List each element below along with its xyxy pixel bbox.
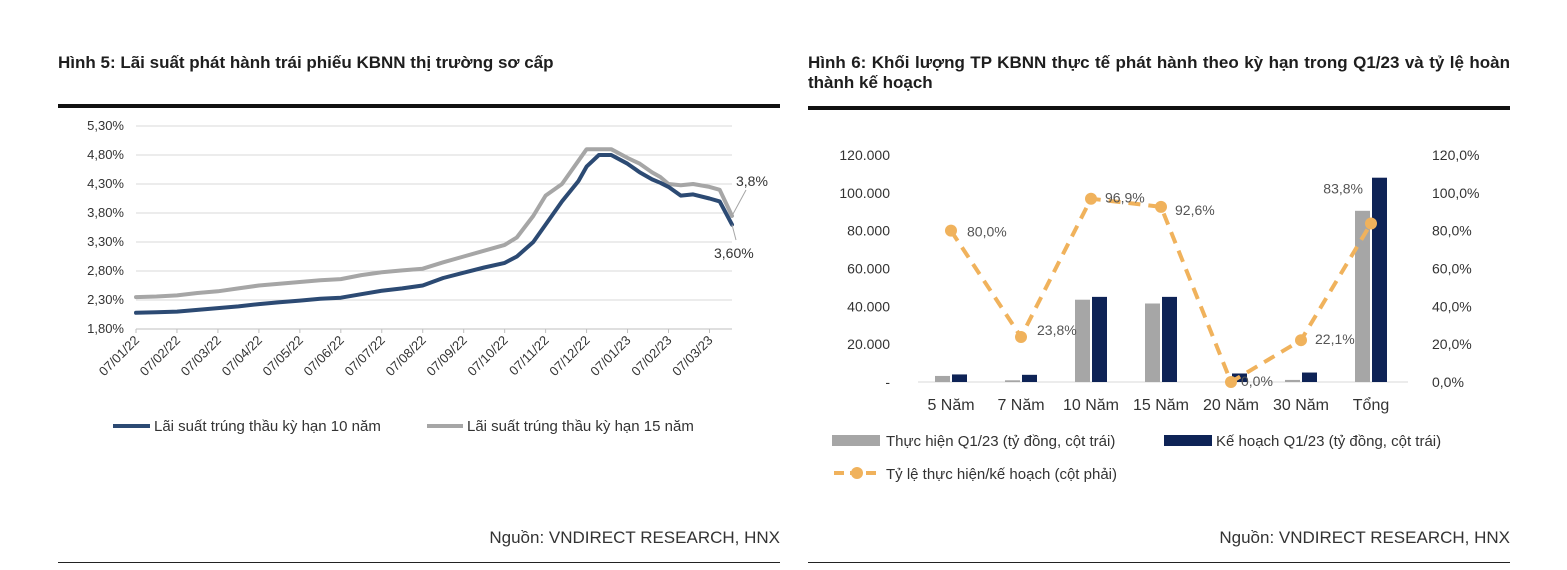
legend-swatch-actual [832,435,880,446]
y-left-tick-label: 100.000 [839,185,890,201]
rate-data-label: 96,9% [1105,190,1145,206]
x-tick-label: 07/10/22 [464,333,510,379]
x-tick-label: 07/03/22 [178,333,224,379]
bar-actual [1145,303,1160,382]
figure6-source: Nguồn: VNDIRECT RESEARCH, HNX [1219,528,1510,547]
x-tick-label: 07/07/22 [342,333,388,379]
legend-swatch-plan [1164,435,1212,446]
legend-label-rate: Tỷ lệ thực hiện/kế hoạch (cột phải) [886,466,1117,483]
x-tick-label: 07/02/22 [137,333,183,379]
bar-actual [1285,379,1300,382]
category-label: 5 Năm [927,397,974,414]
y-tick-label: 4,30% [87,176,124,191]
rate-marker [1085,192,1097,205]
bar-plan [1162,296,1177,382]
legend-label-actual: Thực hiện Q1/23 (tỷ đồng, cột trái) [886,433,1115,450]
bar-plan [1022,374,1037,382]
x-tick-label: 07/06/22 [301,333,347,379]
y-right-tick-label: 0,0% [1432,374,1464,390]
legend-marker-rate [851,467,863,479]
figure6-bottom-rule [808,562,1510,563]
annotation-leader [731,189,747,217]
x-tick-label: 07/04/22 [219,333,265,379]
y-right-tick-label: 60,0% [1432,261,1472,277]
bar-actual [1355,210,1370,382]
x-tick-label: 07/01/22 [96,333,142,379]
figure5-title: Hình 5: Lãi suất phát hành trái phiếu KB… [58,53,554,72]
rate-data-label: 80,0% [967,224,1007,240]
x-tick-label: 07/08/22 [382,333,428,379]
rate-marker [1295,334,1307,347]
bar-plan [1372,177,1387,382]
rate-data-label: 0,0% [1241,373,1273,389]
annotation-leader [731,224,737,241]
category-label: Tổng [1353,396,1389,414]
annotation-label: 3,8% [736,173,768,189]
bar-actual [1005,380,1020,382]
x-tick-label: 07/03/23 [669,333,715,379]
x-tick-label: 07/01/23 [587,333,633,379]
bar-plan [1092,296,1107,382]
x-tick-label: 07/12/22 [546,333,592,379]
series-line-15y [134,147,734,300]
y-right-tick-label: 80,0% [1432,223,1472,239]
rate-marker [1365,217,1377,230]
y-tick-label: 1,80% [87,321,124,336]
figure5-bottom-rule [58,562,780,563]
figure6-top-rule [808,106,1510,110]
y-left-tick-label: 60.000 [847,261,890,277]
y-tick-label: 4,80% [87,147,124,162]
y-right-tick-label: 40,0% [1432,298,1472,314]
rate-marker [1225,376,1237,388]
x-tick-label: 07/09/22 [423,333,469,379]
series-line-rate [949,196,1373,384]
y-right-tick-label: 20,0% [1432,336,1472,352]
y-left-tick-label: - [885,374,890,390]
y-left-tick-label: 80.000 [847,223,890,239]
category-label: 30 Năm [1273,397,1329,414]
y-left-tick-label: 40.000 [847,298,890,314]
legend-label-15y: Lãi suất trúng thầu kỳ hạn 15 năm [467,418,694,435]
rate-data-label: 22,1% [1315,331,1355,347]
rate-data-label: 83,8% [1323,180,1363,196]
rate-data-label: 23,8% [1037,322,1077,338]
category-label: 15 Năm [1133,397,1189,414]
y-left-tick-label: 120.000 [839,147,890,163]
figure5-top-rule [58,104,780,108]
rate-data-label: 92,6% [1175,202,1215,218]
series-line-10y [134,153,734,315]
y-right-tick-label: 120,0% [1432,147,1479,163]
y-tick-label: 3,80% [87,205,124,220]
y-right-tick-label: 100,0% [1432,185,1479,201]
category-label: 20 Năm [1203,397,1259,414]
y-tick-label: 3,30% [87,234,124,249]
figure6-title: Hình 6: Khối lượng TP KBNN thực tế phát … [808,53,1510,92]
x-tick-label: 07/11/22 [506,333,552,379]
rate-marker [1015,330,1027,343]
category-label: 10 Năm [1063,397,1119,414]
y-tick-label: 2,80% [87,263,124,278]
y-left-tick-label: 20.000 [847,336,890,352]
y-tick-label: 2,30% [87,292,124,307]
rate-marker [1155,200,1167,213]
category-label: 7 Năm [997,397,1044,414]
legend-label-10y: Lãi suất trúng thầu kỳ hạn 10 năm [154,418,381,435]
annotation-label: 3,60% [714,245,754,261]
bar-actual [1075,299,1090,382]
figure6-chart: - 0,0% 20.000 20,0% 40.000 40,0% 60.000 60,0% 80… [832,147,1479,483]
x-tick-label: 07/02/23 [628,333,674,379]
x-tick-label: 07/05/22 [260,333,306,379]
rate-marker [945,224,957,237]
figure5-source: Nguồn: VNDIRECT RESEARCH, HNX [489,528,780,547]
y-tick-label: 5,30% [87,118,124,133]
bar-plan [1302,372,1317,382]
bar-actual [935,375,950,382]
legend-label-plan: Kế hoạch Q1/23 (tỷ đồng, cột trái) [1216,433,1441,450]
bar-plan [952,374,967,382]
figure5-chart: 1,80% 2,30% 2,80% 3,30% 3,80% 4,30% 4,80% 5,30%… [87,118,768,435]
